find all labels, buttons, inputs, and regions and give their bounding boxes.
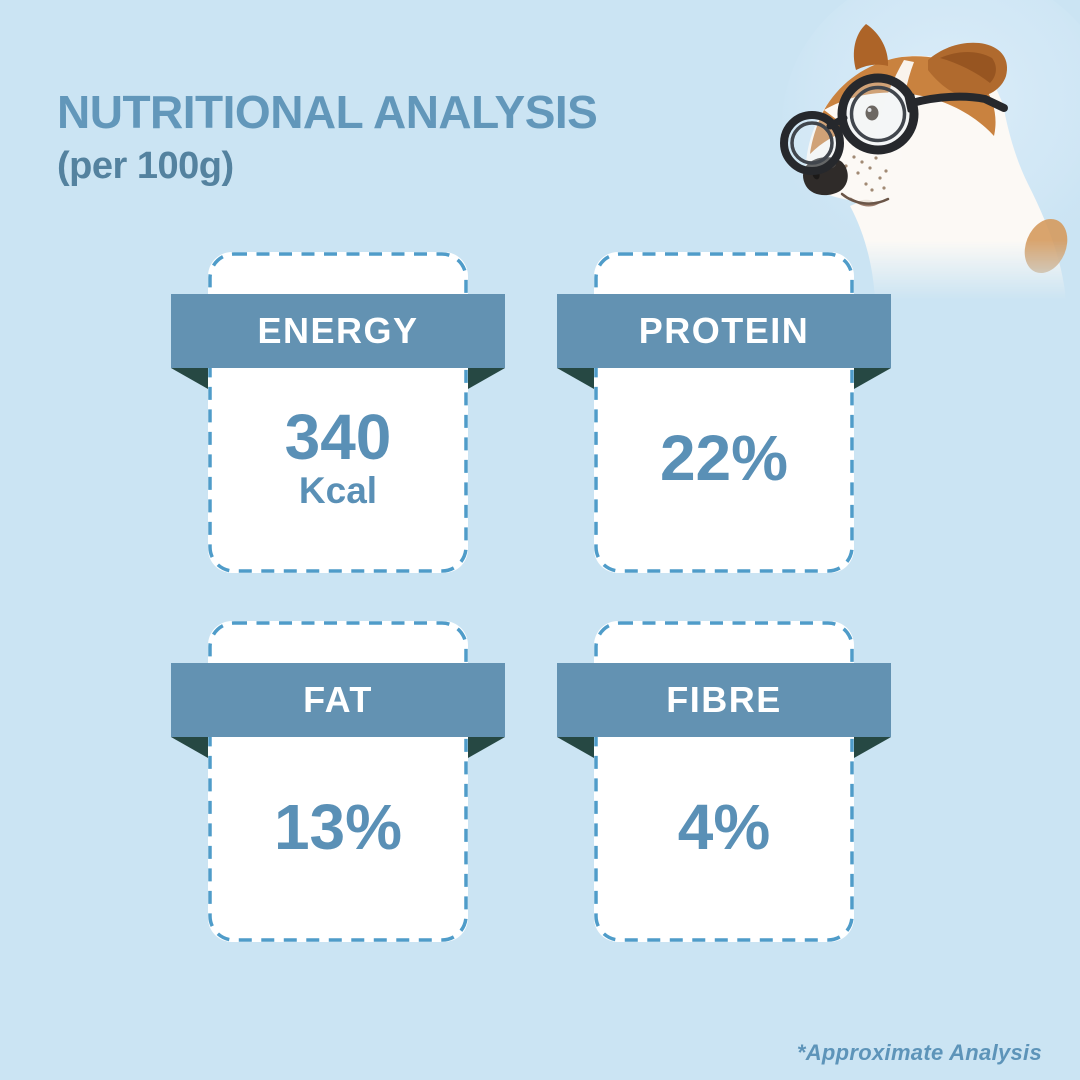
nutrient-value: 4% — [677, 790, 771, 863]
ribbon-fold-right — [468, 737, 505, 758]
round-glasses-icon — [780, 73, 1008, 175]
nutrient-value-wrap: 22% — [594, 368, 854, 573]
nutrient-card-protein: PROTEIN 22% — [557, 252, 891, 573]
nutrient-card-fibre: FIBRE 4% — [557, 621, 891, 942]
nutrient-label: FAT — [303, 679, 373, 720]
page-subtitle: (per 100g) — [57, 144, 234, 187]
dog-body — [850, 86, 1066, 300]
dog-shoulder-patch — [1024, 218, 1068, 274]
dashed-border — [208, 621, 468, 942]
dog-nose — [803, 157, 848, 196]
dog-illustration — [780, 24, 1068, 300]
nutrient-unit: Kcal — [298, 469, 378, 511]
nutrient-value: 22% — [659, 421, 789, 494]
ribbon-banner: PROTEIN — [557, 294, 891, 368]
dashed-border — [208, 252, 468, 573]
dashed-border — [594, 621, 854, 942]
dog-ear-fold — [940, 52, 996, 83]
ribbon-banner: FIBRE — [557, 663, 891, 737]
nutrient-value-wrap: 340 Kcal — [208, 368, 468, 573]
ribbon-fold-right — [854, 368, 891, 389]
nutrient-value-wrap: 4% — [594, 737, 854, 942]
nutrient-value: 13% — [273, 790, 403, 863]
nutrient-label: ENERGY — [257, 310, 419, 351]
ribbon-fold-left — [171, 737, 208, 758]
glasses-near-inner-rim — [849, 85, 907, 143]
glasses-strap — [908, 92, 1008, 112]
ribbon-fold-left — [557, 368, 594, 389]
title-block: NUTRITIONAL ANALYSIS (per 100g) — [57, 86, 598, 188]
glasses-bridge — [826, 114, 848, 130]
ribbon-fold-left — [557, 737, 594, 758]
dashed-border — [594, 252, 854, 573]
nutrient-value: 340 — [284, 400, 392, 473]
ribbon-fold-left — [171, 368, 208, 389]
nutrient-label: FIBRE — [666, 679, 782, 720]
dog-far-ear — [853, 24, 889, 70]
dog-with-glasses-photo — [780, 0, 1080, 300]
nutrient-label: PROTEIN — [638, 310, 810, 351]
dog-eye-glint — [867, 108, 872, 112]
nutrient-card-fat: FAT 13% — [171, 621, 505, 942]
ribbon-banner: ENERGY — [171, 294, 505, 368]
glasses-far-inner-rim — [790, 121, 834, 165]
footnote: *Approximate Analysis — [796, 1040, 1042, 1065]
nutrient-card-energy: ENERGY 340 Kcal — [171, 252, 505, 573]
dog-smile-line — [840, 192, 890, 205]
nutrient-value-wrap: 13% — [208, 737, 468, 942]
ribbon-banner: FAT — [171, 663, 505, 737]
ribbon-fold-right — [468, 368, 505, 389]
page-title: NUTRITIONAL ANALYSIS — [57, 86, 598, 138]
glasses-hinge — [904, 93, 918, 113]
ribbon-fold-right — [854, 737, 891, 758]
